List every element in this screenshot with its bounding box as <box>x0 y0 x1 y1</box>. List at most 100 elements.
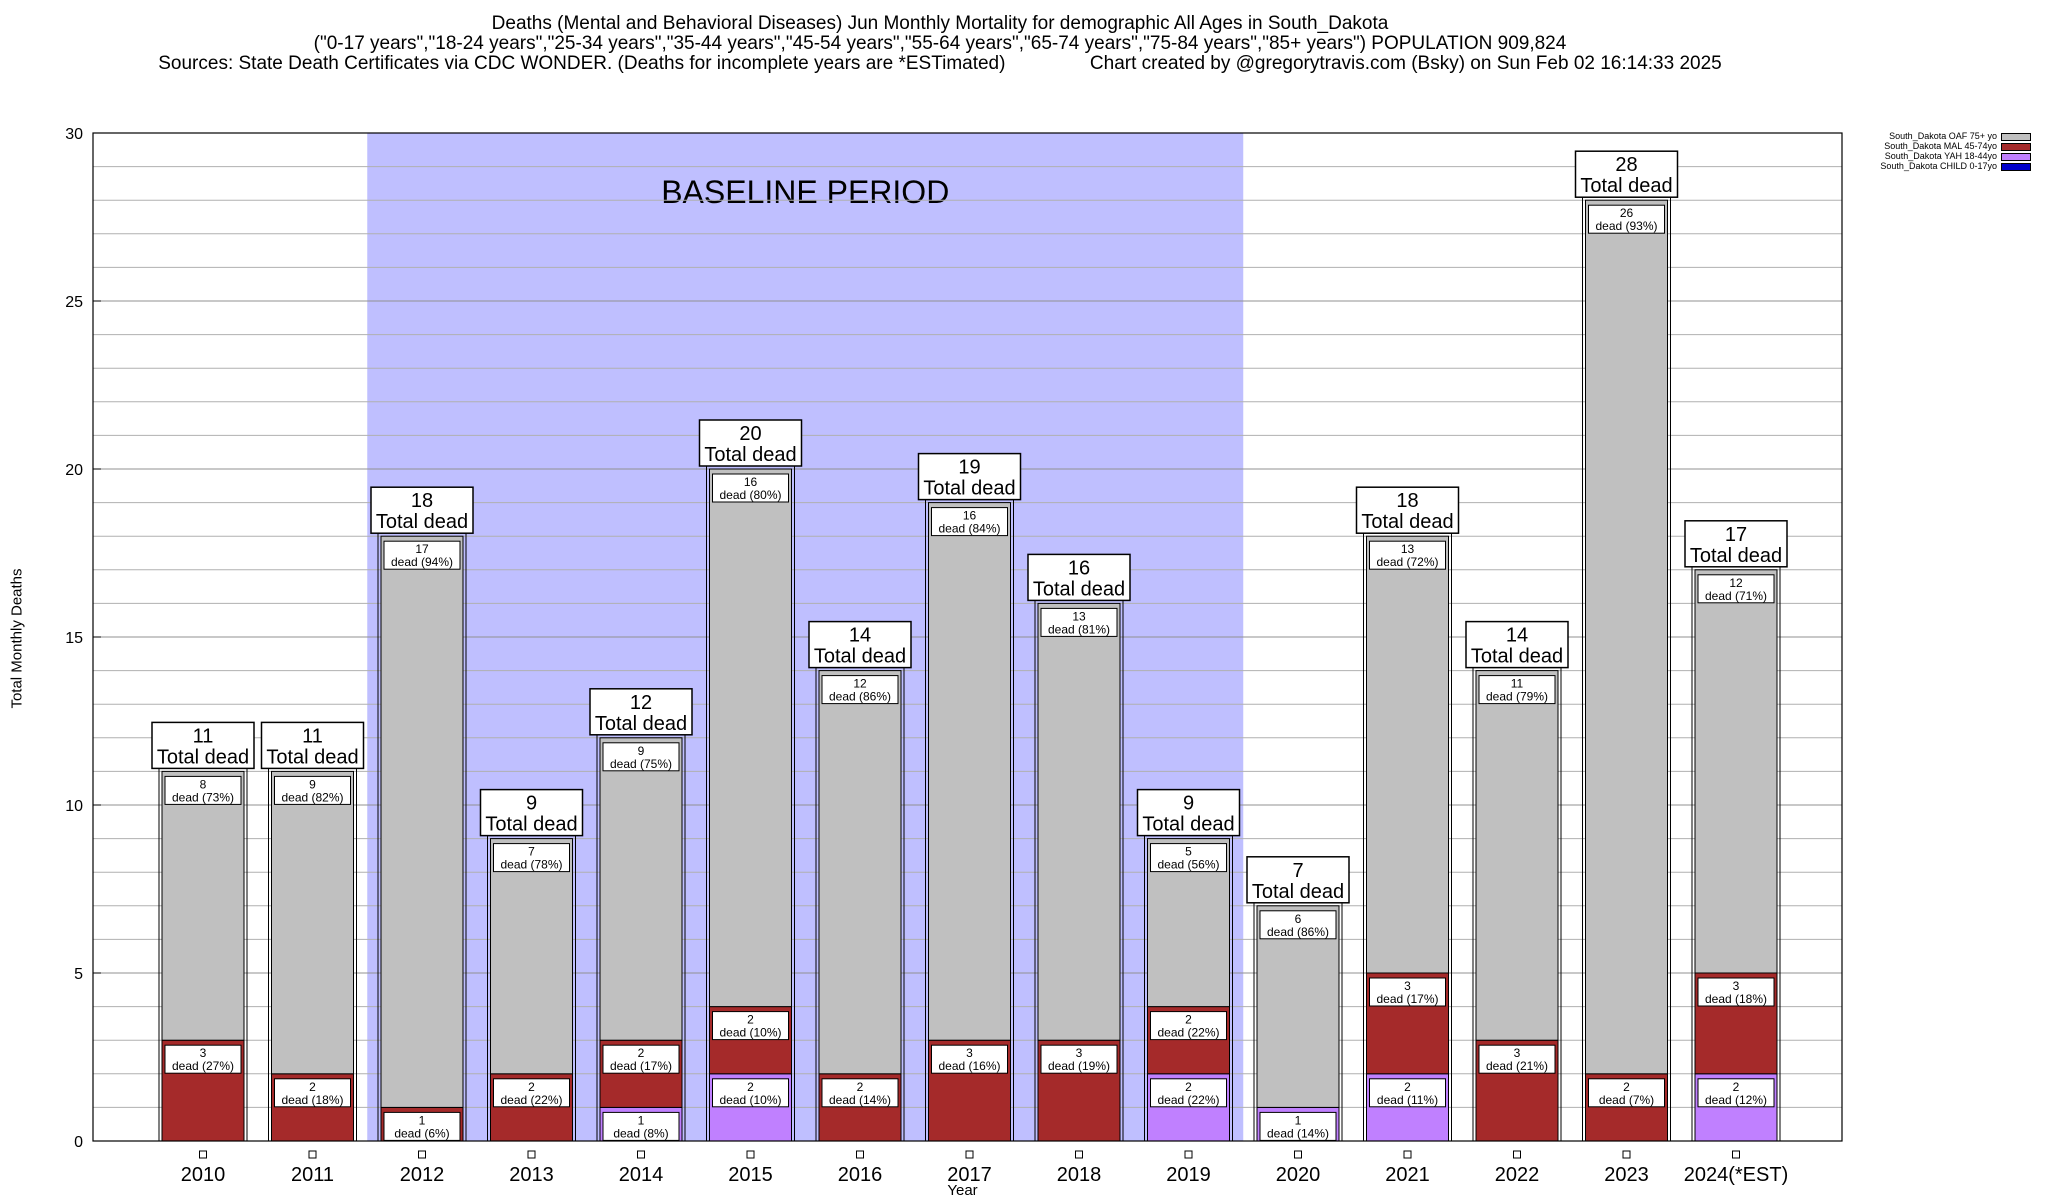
segment-count-label: 13 <box>1072 609 1086 623</box>
legend-item-oaf: South_Dakota OAF 75+ yo <box>1860 131 2045 141</box>
segment-label-box <box>1369 977 1446 1007</box>
total-label-box <box>260 721 365 770</box>
segment-count-label: 5 <box>1185 845 1192 859</box>
y-tick-label: 0 <box>74 1134 83 1151</box>
segment-count-label: 2 <box>747 1080 754 1094</box>
segment-pct-label: dead (82%) <box>281 790 343 804</box>
bar-segment <box>161 770 245 1041</box>
x-tick-marker <box>1184 1150 1193 1159</box>
segment-pct-label: dead (12%) <box>1705 1093 1767 1107</box>
segment-label-box <box>1150 1011 1227 1041</box>
x-tick-label: 2022 <box>1495 1164 1540 1186</box>
total-dead-label: Total dead <box>1361 511 1453 533</box>
segment-pct-label: dead (18%) <box>281 1093 343 1107</box>
chart-legend: South_Dakota OAF 75+ yo South_Dakota MAL… <box>1860 131 2045 171</box>
x-tick-marker <box>637 1150 645 1159</box>
total-label-box <box>151 721 255 770</box>
segment-pct-label: dead (21%) <box>1486 1059 1548 1073</box>
segment-label-box <box>1478 675 1556 705</box>
bar-segment <box>380 535 464 1108</box>
total-count-label: 18 <box>1396 490 1418 512</box>
plot-frame <box>92 132 1843 1142</box>
segment-pct-label: dead (86%) <box>829 690 891 704</box>
x-tick-label: 2014 <box>619 1164 664 1186</box>
segment-count-label: 17 <box>415 542 429 556</box>
bar-segment <box>599 737 683 1041</box>
total-dead-label: Total dead <box>1033 578 1125 600</box>
segment-label-box <box>383 540 461 570</box>
legend-swatch-child <box>2001 163 2031 171</box>
segment-count-label: 9 <box>309 777 316 791</box>
total-dead-label: Total dead <box>923 478 1015 500</box>
segment-count-label: 2 <box>1733 1080 1740 1094</box>
segment-pct-label: dead (79%) <box>1486 690 1548 704</box>
segment-count-label: 1 <box>638 1113 645 1127</box>
segment-pct-label: dead (10%) <box>719 1026 781 1040</box>
segment-label-box <box>1040 1044 1118 1074</box>
x-tick-label: 2010 <box>181 1164 226 1186</box>
segment-pct-label: dead (27%) <box>172 1059 234 1073</box>
total-dead-label: Total dead <box>376 511 468 533</box>
total-count-label: 16 <box>1068 557 1090 579</box>
x-axis-label: Year <box>947 1182 978 1199</box>
total-label-box <box>1574 150 1679 198</box>
x-tick-marker <box>1403 1150 1412 1159</box>
segment-label-box <box>164 1044 242 1074</box>
total-label-box <box>589 688 693 736</box>
bar-segment <box>818 670 902 1075</box>
segment-count-label: 6 <box>1295 912 1302 926</box>
x-tick-label: 2012 <box>400 1164 445 1186</box>
x-tick-label: 2024(*EST) <box>1684 1164 1789 1186</box>
segment-pct-label: dead (16%) <box>938 1059 1000 1073</box>
segment-pct-label: dead (19%) <box>1048 1059 1110 1073</box>
total-count-label: 14 <box>1506 625 1528 647</box>
legend-swatch-mal <box>2001 143 2031 151</box>
total-count-label: 28 <box>1615 154 1637 176</box>
x-tick-label: 2016 <box>838 1164 883 1186</box>
segment-count-label: 3 <box>1076 1046 1083 1060</box>
y-tick-label: 10 <box>65 798 83 815</box>
segment-label-box <box>274 1078 351 1108</box>
segment-count-label: 1 <box>419 1113 426 1127</box>
total-dead-label: Total dead <box>485 814 577 836</box>
total-count-label: 9 <box>1183 793 1194 815</box>
segment-label-box <box>1697 574 1775 604</box>
segment-pct-label: dead (75%) <box>610 757 672 771</box>
segment-count-label: 7 <box>528 845 535 859</box>
bar-segment <box>490 838 573 1075</box>
x-tick-label: 2013 <box>509 1164 554 1186</box>
segment-pct-label: dead (80%) <box>719 488 781 502</box>
segment-pct-label: dead (73%) <box>172 790 234 804</box>
segment-pct-label: dead (78%) <box>500 858 562 872</box>
chart-title-line-2: ("0-17 years","18-24 years","25-34 years… <box>313 33 1567 54</box>
total-dead-label: Total dead <box>595 713 687 735</box>
total-label-box <box>479 788 584 837</box>
x-tick-marker <box>1622 1150 1631 1159</box>
bar-segment <box>709 468 792 1008</box>
x-tick-label: 2017 <box>947 1164 992 1186</box>
legend-item-yah: South_Dakota YAH 18-44yo <box>1860 151 2045 161</box>
segment-count-label: 3 <box>1733 979 1740 993</box>
segment-count-label: 11 <box>1511 677 1524 691</box>
segment-count-label: 26 <box>1620 206 1634 220</box>
x-tick-marker <box>1732 1150 1740 1159</box>
segment-count-label: 2 <box>747 1013 754 1027</box>
segment-count-label: 2 <box>1623 1080 1630 1094</box>
segment-pct-label: dead (11%) <box>1377 1093 1438 1107</box>
segment-label-box <box>274 775 351 805</box>
segment-count-label: 16 <box>744 475 758 489</box>
total-label-box <box>1684 520 1788 568</box>
segment-count-label: 12 <box>853 677 867 691</box>
segment-label-box <box>821 675 899 705</box>
x-tick-marker <box>1513 1150 1521 1159</box>
segment-label-box <box>493 1078 570 1108</box>
total-dead-label: Total dead <box>1142 814 1234 836</box>
legend-label-child: South_Dakota CHILD 0-17yo <box>1880 161 1997 171</box>
bar-segment <box>1256 905 1340 1108</box>
total-count-label: 9 <box>526 793 537 815</box>
total-count-label: 7 <box>1292 860 1303 882</box>
segment-pct-label: dead (6%) <box>394 1126 449 1140</box>
segment-pct-label: dead (81%) <box>1048 622 1110 636</box>
segment-label-box <box>931 507 1008 537</box>
total-dead-label: Total dead <box>266 746 358 768</box>
